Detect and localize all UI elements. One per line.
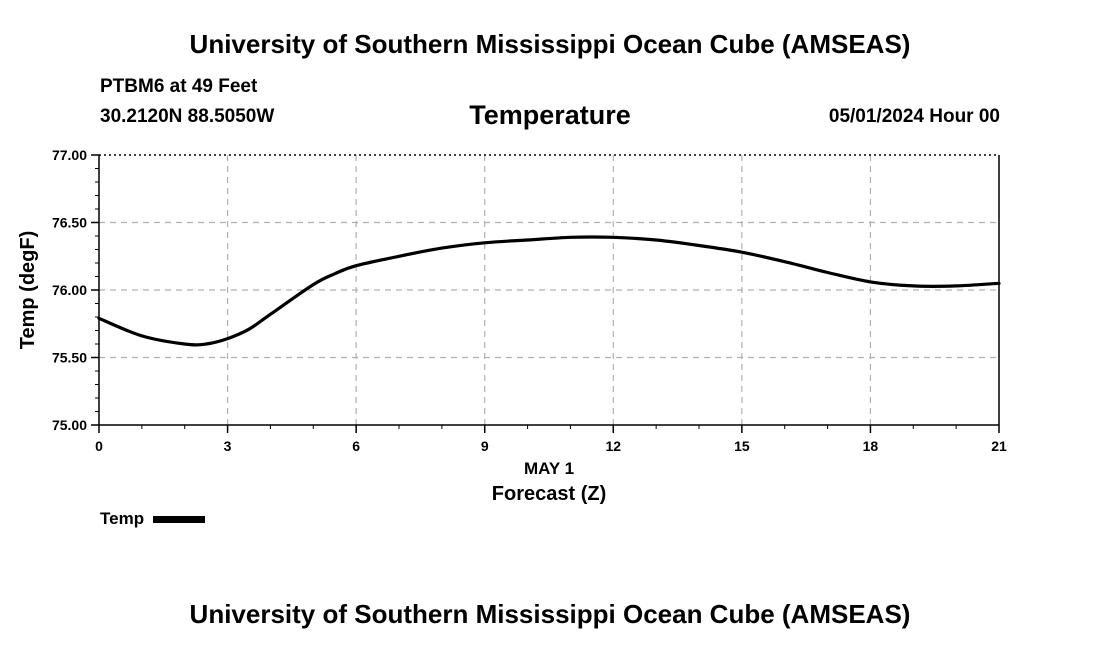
- legend-label: Temp: [100, 509, 145, 528]
- x-tick-label: 9: [481, 438, 489, 454]
- x-axis-date-label: MAY 1: [524, 459, 574, 478]
- x-tick-label: 0: [95, 438, 103, 454]
- y-tick-label: 75.50: [52, 350, 87, 366]
- station-label: PTBM6 at 49 Feet: [100, 76, 258, 97]
- x-tick-label: 15: [734, 438, 750, 454]
- chart-title-bottom: University of Southern Mississippi Ocean…: [189, 599, 911, 629]
- chart-subtitle: Temperature: [469, 100, 631, 130]
- y-tick-label: 75.00: [52, 417, 87, 433]
- x-tick-label: 12: [605, 438, 621, 454]
- legend-line-swatch: [153, 515, 206, 523]
- x-tick-label: 3: [224, 438, 232, 454]
- series-line-temp: [97, 235, 1001, 347]
- x-tick-label: 6: [352, 438, 360, 454]
- y-tick-label: 76.00: [52, 282, 87, 298]
- y-tick-label: 77.00: [52, 147, 87, 163]
- x-tick-label: 18: [863, 438, 879, 454]
- x-axis-label: Forecast (Z): [492, 483, 606, 505]
- coordinates-label: 30.2120N 88.5050W: [100, 106, 275, 127]
- chart-title-top: University of Southern Mississippi Ocean…: [189, 29, 911, 59]
- legend: Temp: [100, 509, 206, 529]
- y-tick-label: 76.50: [52, 215, 87, 231]
- datetime-label: 05/01/2024 Hour 00: [828, 106, 1000, 127]
- y-axis-label: Temp (degF): [17, 231, 39, 350]
- x-tick-label: 21: [991, 438, 1007, 454]
